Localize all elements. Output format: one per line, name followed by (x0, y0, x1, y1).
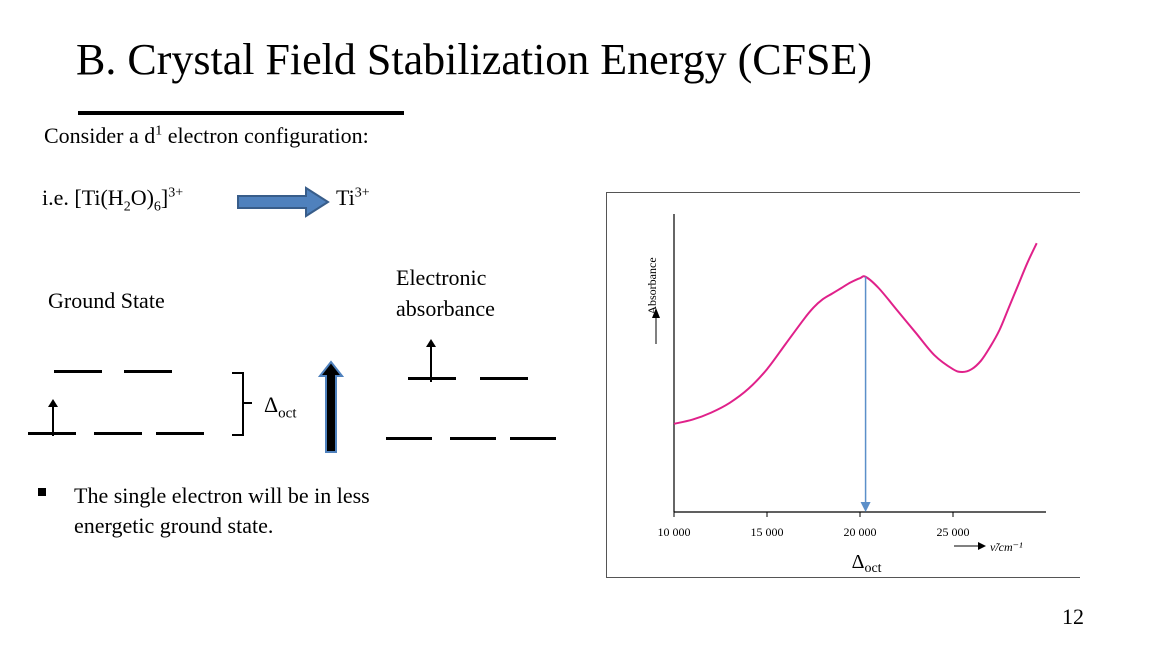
example-charge: 3+ (168, 185, 184, 201)
absorbance-chart: 10 000 15 000 20 000 25 000 ν̃/cm⁻¹ Absorbanc… (605, 191, 1080, 579)
t2g-level-excited (386, 437, 432, 440)
slide-title: B. Crystal Field Stabilization Energy (C… (76, 35, 873, 84)
delta-symbol: Δ (264, 392, 279, 417)
x-label-arrow-head (978, 542, 986, 550)
electron-spin-up-arrow (426, 339, 436, 382)
example-sub-2: 2 (123, 199, 131, 215)
x-tick-label: 25 000 (937, 525, 970, 539)
reaction-arrow-shape (237, 186, 330, 218)
delta-oct-chart-label: Δoct (852, 551, 882, 576)
absorbance-label-line-2: absorbance (396, 296, 495, 321)
bullet-text-line-2: energetic ground state. (74, 513, 274, 538)
reaction-arrow (237, 186, 330, 218)
consider-text: Consider a d (44, 123, 156, 148)
example-complex: i.e. [Ti(H2O)6]3+ (42, 184, 184, 215)
t2g-level-excited (450, 437, 496, 440)
x-axis-label: ν̃/cm⁻¹ (990, 540, 1023, 554)
ion-symbol: Ti (336, 185, 355, 210)
example-sub-6: 6 (153, 199, 161, 215)
y-label-arrow-head (652, 308, 660, 318)
ion-label: Ti3+ (336, 184, 370, 212)
electron-spin-up-arrow (48, 399, 58, 436)
consider-line: Consider a d1 electron configuration: (44, 122, 369, 150)
energy-bracket (232, 372, 244, 436)
x-tick-label: 20 000 (844, 525, 877, 539)
example-mid: O) (130, 185, 154, 210)
example-prefix: i.e. [Ti(H (42, 185, 124, 210)
eg-level-excited (480, 377, 528, 380)
absorbance-label-line-1: Electronic (396, 265, 487, 290)
consider-superscript: 1 (155, 123, 163, 139)
example-close: ] (160, 185, 169, 210)
bullet-text-line-1: The single electron will be in less (74, 483, 370, 508)
eg-level (54, 370, 102, 373)
excitation-up-arrow (318, 360, 344, 453)
absorbance-curve (673, 242, 1038, 425)
title-underline (78, 111, 404, 115)
t2g-level (94, 432, 142, 435)
eg-level (124, 370, 172, 373)
peak-marker-arrowhead (860, 502, 871, 512)
ion-charge: 3+ (354, 185, 370, 201)
ground-state-label: Ground State (48, 288, 165, 313)
t2g-level (156, 432, 204, 435)
bracket-tick (243, 402, 252, 404)
x-tick-label: 15 000 (751, 525, 784, 539)
x-tick-label: 10 000 (658, 525, 691, 539)
absorbance-spectrum-figure: 10 000 15 000 20 000 25 000 ν̃/cm⁻¹ Absorbanc… (605, 191, 1080, 579)
y-axis-label: Absorbance (645, 257, 659, 314)
page-number: 12 (1062, 604, 1084, 629)
t2g-level-excited (510, 437, 556, 440)
consider-tail: electron configuration: (162, 123, 369, 148)
delta-subscript: oct (278, 405, 297, 422)
delta-oct-label: Δoct (264, 392, 297, 422)
bullet-marker (38, 488, 46, 496)
